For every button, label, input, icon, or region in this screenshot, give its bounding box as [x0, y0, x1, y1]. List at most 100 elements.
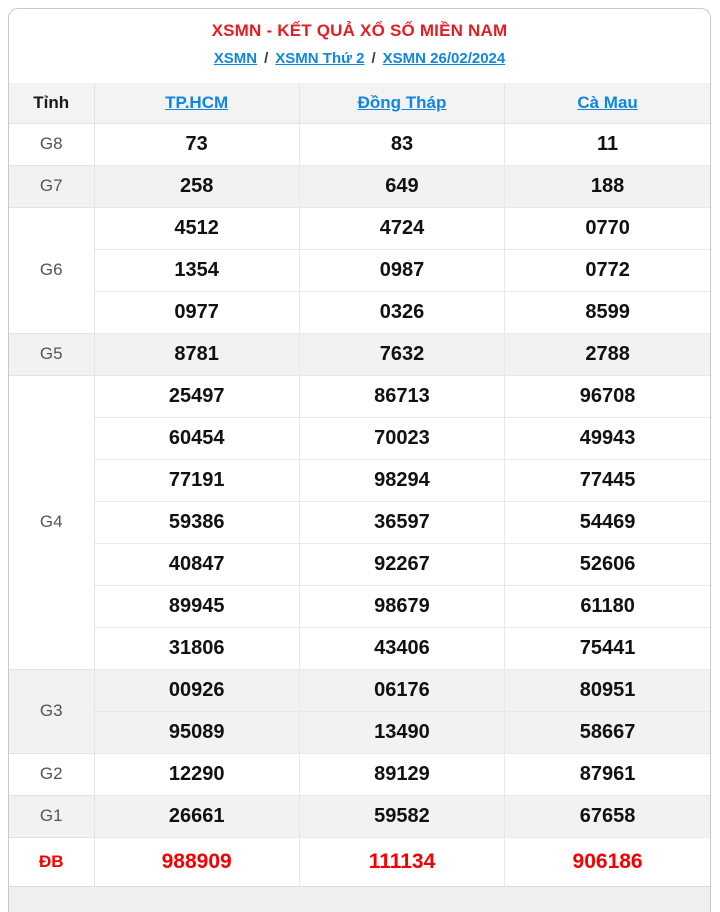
- province-link-tphcm[interactable]: TP.HCM: [165, 92, 229, 112]
- result-number: 98294: [298, 458, 506, 502]
- table-row: 31806 43406 75441: [9, 626, 710, 670]
- prize-label: G8: [9, 122, 95, 166]
- result-number: 59582: [298, 794, 506, 838]
- result-number: 58667: [504, 710, 710, 754]
- table-row: 40847 92267 52606: [9, 542, 710, 586]
- result-number: 0987: [298, 248, 506, 292]
- column-header-tphcm: TP.HCM: [93, 82, 300, 124]
- result-number: 77191: [93, 458, 300, 502]
- breadcrumb-separator: /: [371, 50, 376, 67]
- result-number: 92267: [298, 542, 506, 586]
- breadcrumb: XSMN / XSMN Thứ 2 / XSMN 26/02/2024: [9, 50, 710, 67]
- table-row: G2 12290 89129 87961: [9, 752, 710, 796]
- result-number: 73: [93, 122, 300, 166]
- result-number: 4724: [298, 206, 506, 250]
- prize-label: G4: [9, 374, 95, 670]
- result-number: 59386: [93, 500, 300, 544]
- result-number: 60454: [93, 416, 300, 460]
- table-row: 95089 13490 58667: [9, 710, 710, 754]
- result-number: 111134: [298, 836, 506, 887]
- column-header-dongthap: Đồng Tháp: [298, 82, 506, 124]
- title-block: XSMN - KẾT QUẢ XỔ SỐ MIỀN NAM XSMN / XSMN …: [9, 9, 710, 83]
- result-number: 36597: [298, 500, 506, 544]
- result-number: 8599: [504, 290, 710, 334]
- breadcrumb-link-weekday[interactable]: XSMN Thứ 2: [275, 50, 365, 67]
- prize-label: G2: [9, 752, 95, 796]
- prize-label: G1: [9, 794, 95, 838]
- province-link-camau[interactable]: Cà Mau: [577, 92, 638, 112]
- table-row: 0977 0326 8599: [9, 290, 710, 334]
- prize-label: G5: [9, 332, 95, 376]
- result-number: 61180: [504, 584, 710, 628]
- result-number: 43406: [298, 626, 506, 670]
- header-row: Tỉnh TP.HCM Đồng Tháp Cà Mau: [9, 82, 710, 124]
- result-number: 06176: [298, 668, 506, 712]
- column-header-camau: Cà Mau: [504, 82, 710, 124]
- result-number: 0772: [504, 248, 710, 292]
- result-number: 12290: [93, 752, 300, 796]
- result-number: 75441: [504, 626, 710, 670]
- breadcrumb-separator: /: [264, 50, 269, 67]
- result-number: 11: [504, 122, 710, 166]
- result-number: 649: [298, 164, 506, 208]
- table-row: ĐB 988909 111134 906186: [9, 836, 710, 887]
- table-row: G6 4512 4724 0770: [9, 206, 710, 334]
- result-number: 31806: [93, 626, 300, 670]
- table-row: G8 73 83 11: [9, 122, 710, 166]
- table-row: G1 26661 59582 67658: [9, 794, 710, 838]
- result-number: 77445: [504, 458, 710, 502]
- next-section-strip: [9, 886, 710, 912]
- table-row: 89945 98679 61180: [9, 584, 710, 628]
- result-number: 906186: [504, 836, 710, 887]
- page-title: XSMN - KẾT QUẢ XỔ SỐ MIỀN NAM: [211, 21, 508, 40]
- result-number: 83: [298, 122, 506, 166]
- province-link-dongthap[interactable]: Đồng Tháp: [357, 92, 447, 112]
- province-corner-header: Tỉnh: [9, 82, 95, 124]
- result-number: 0770: [504, 206, 710, 250]
- result-number: 89129: [298, 752, 506, 796]
- result-number: 25497: [93, 374, 300, 418]
- result-number: 70023: [298, 416, 506, 460]
- table-row: G7 258 649 188: [9, 164, 710, 208]
- result-number: 86713: [298, 374, 506, 418]
- result-number: 00926: [93, 668, 300, 712]
- table-row: 1354 0987 0772: [9, 248, 710, 292]
- result-number: 98679: [298, 584, 506, 628]
- result-number: 80951: [504, 668, 710, 712]
- table-row: G4 25497 86713 96708: [9, 374, 710, 670]
- result-number: 0977: [93, 290, 300, 334]
- result-number: 49943: [504, 416, 710, 460]
- result-number: 13490: [298, 710, 506, 754]
- table-row: 60454 70023 49943: [9, 416, 710, 460]
- prize-label: ĐB: [9, 836, 95, 887]
- result-number: 0326: [298, 290, 506, 334]
- result-number: 87961: [504, 752, 710, 796]
- result-number: 89945: [93, 584, 300, 628]
- result-number: 40847: [93, 542, 300, 586]
- result-number: 8781: [93, 332, 300, 376]
- result-number: 96708: [504, 374, 710, 418]
- prize-label: G6: [9, 206, 95, 334]
- result-number: 4512: [93, 206, 300, 250]
- results-body: G8 73 83 11 G7 258 649 188 G6 4512 4724 0770 1354 098…: [9, 122, 710, 887]
- result-number: 988909: [93, 836, 300, 887]
- breadcrumb-link-xsmn[interactable]: XSMN: [213, 50, 258, 67]
- table-row: 77191 98294 77445: [9, 458, 710, 502]
- table-row: G3 00926 06176 80951: [9, 668, 710, 754]
- result-number: 2788: [504, 332, 710, 376]
- prize-label: G3: [9, 668, 95, 754]
- result-number: 188: [504, 164, 710, 208]
- prize-label: G7: [9, 164, 95, 208]
- result-number: 7632: [298, 332, 506, 376]
- results-card: XSMN - KẾT QUẢ XỔ SỐ MIỀN NAM XSMN / XSMN …: [8, 8, 711, 912]
- table-row: 59386 36597 54469: [9, 500, 710, 544]
- result-number: 52606: [504, 542, 710, 586]
- result-number: 95089: [93, 710, 300, 754]
- results-table: Tỉnh TP.HCM Đồng Tháp Cà Mau G8 73 83 11 G7 2…: [9, 82, 710, 887]
- breadcrumb-link-date[interactable]: XSMN 26/02/2024: [382, 50, 506, 67]
- result-number: 1354: [93, 248, 300, 292]
- result-number: 54469: [504, 500, 710, 544]
- result-number: 258: [93, 164, 300, 208]
- table-row: G5 8781 7632 2788: [9, 332, 710, 376]
- result-number: 67658: [504, 794, 710, 838]
